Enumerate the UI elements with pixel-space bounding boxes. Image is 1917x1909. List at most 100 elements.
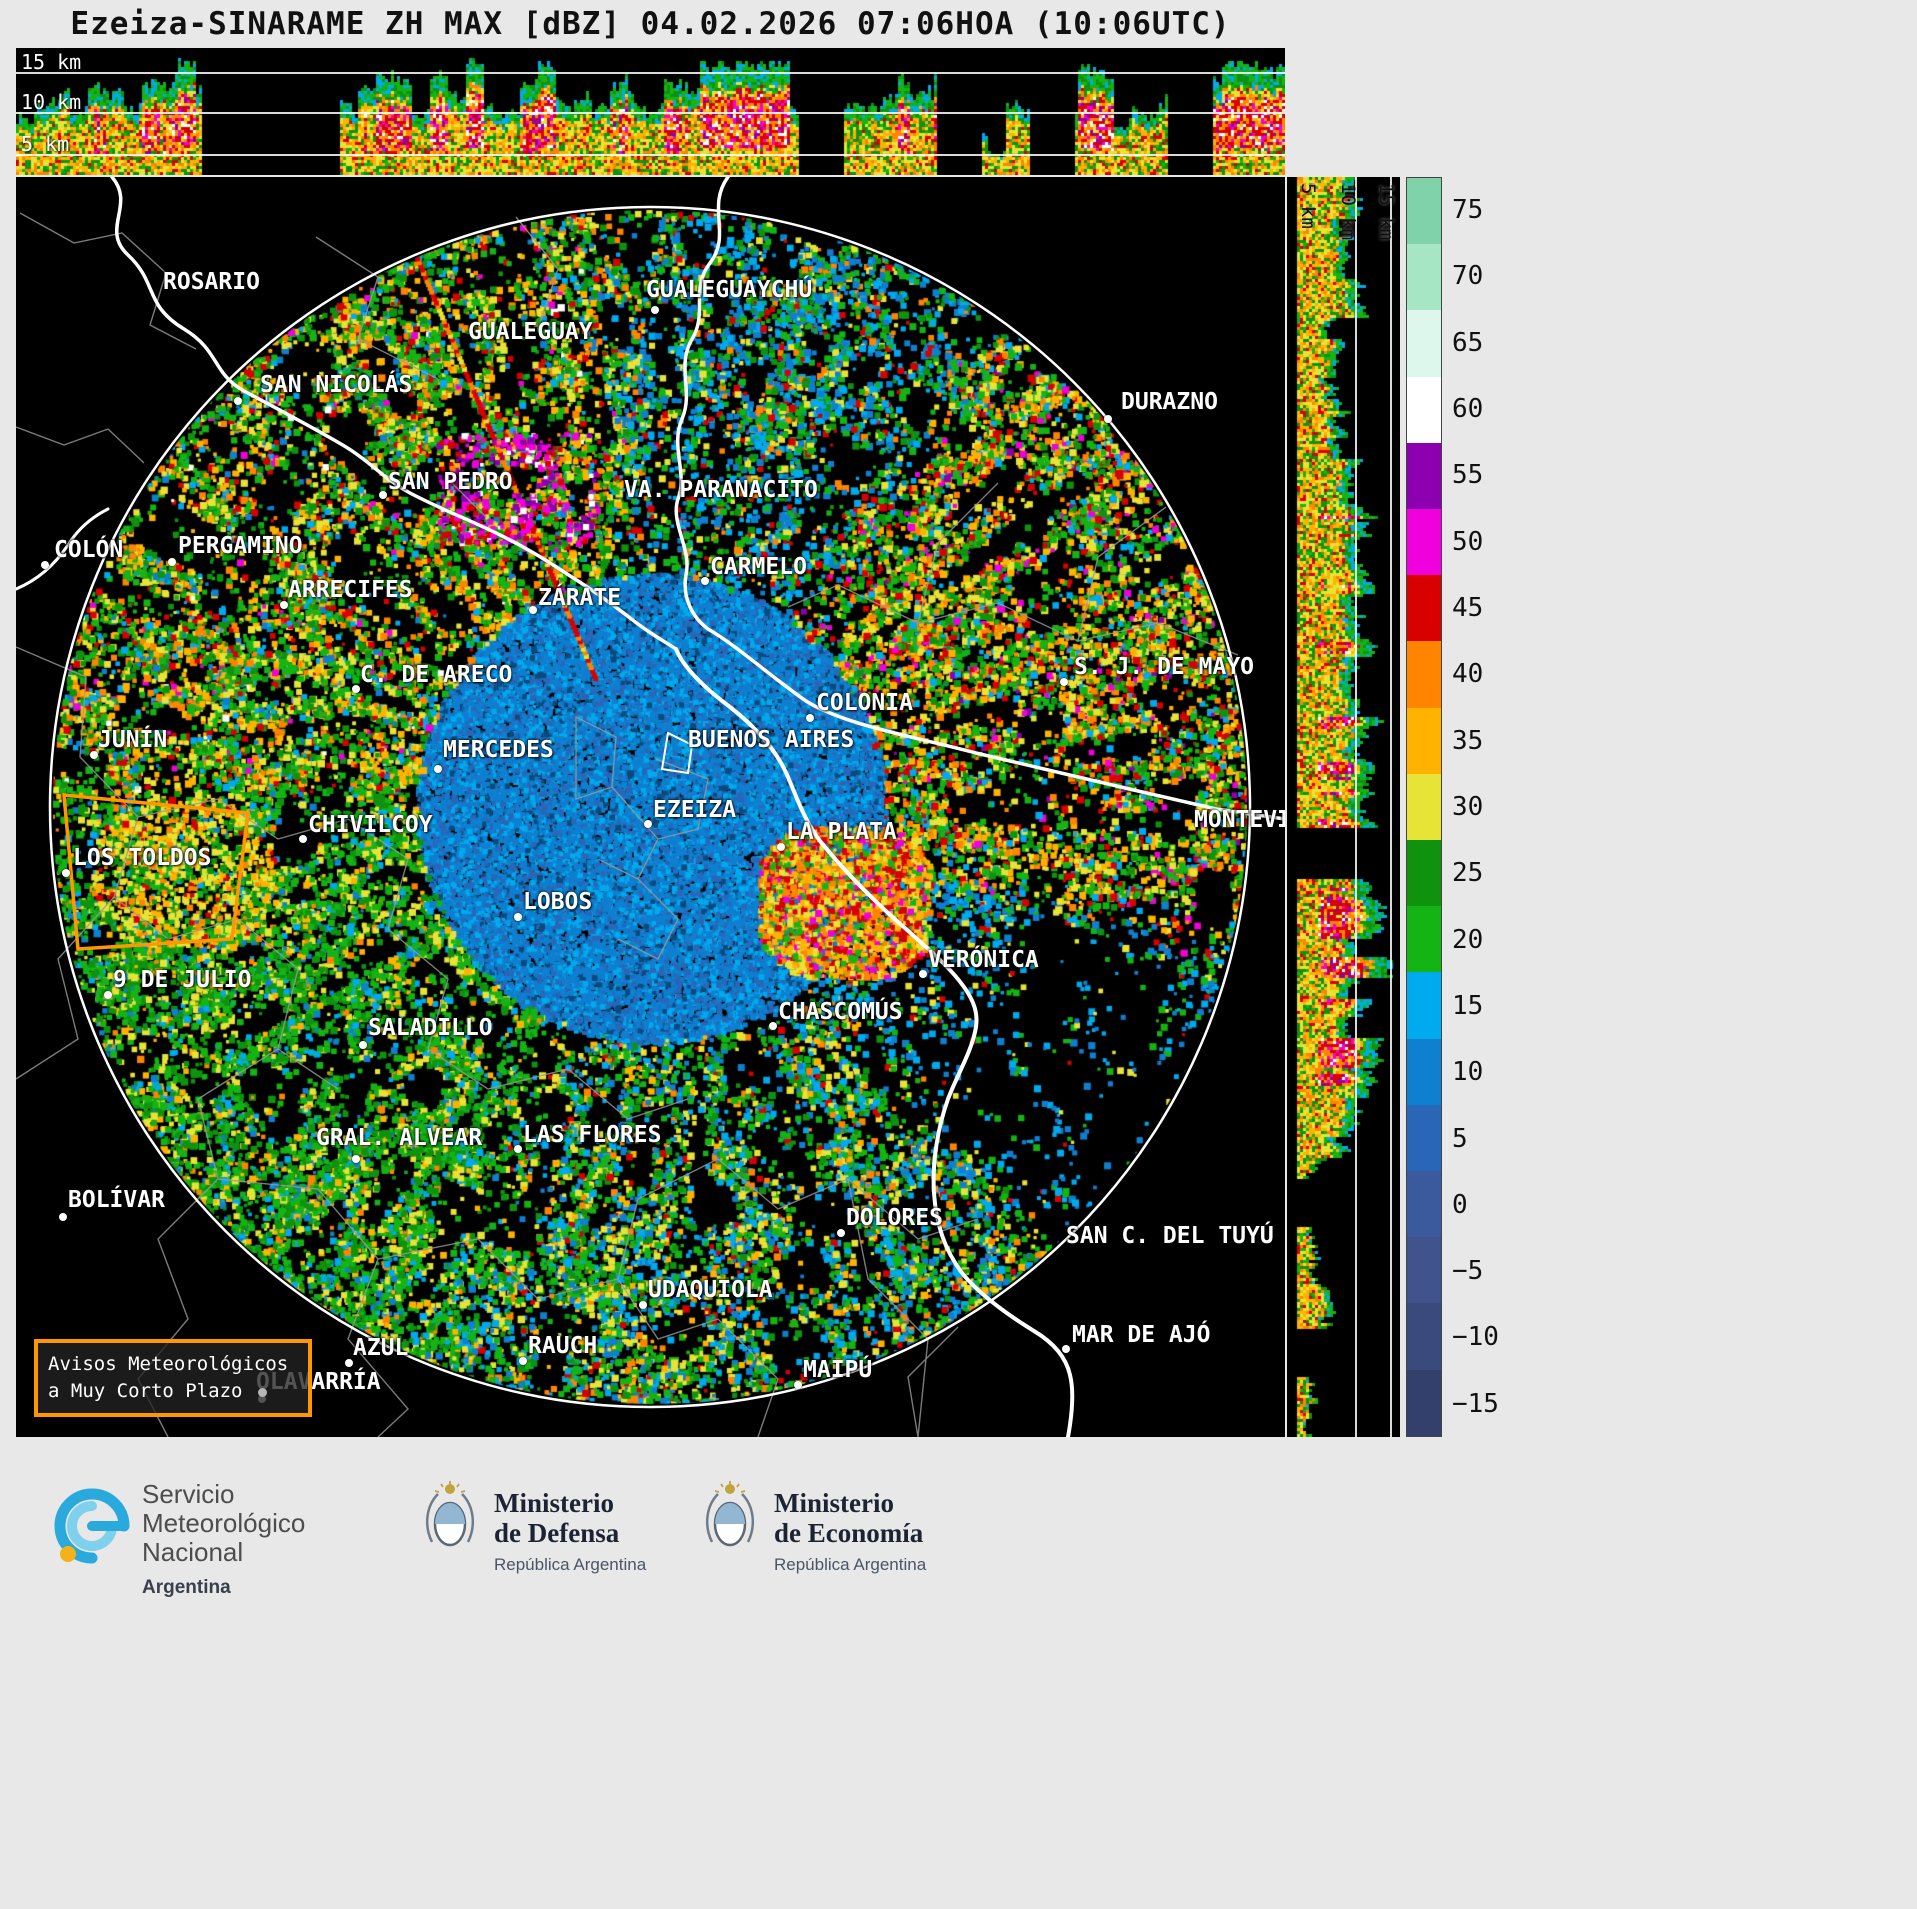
- city-dot: [104, 991, 112, 999]
- city-label: VA. PARANACITO: [624, 477, 818, 503]
- gridline-10km: [16, 112, 1285, 114]
- economia-name: Ministerio de Economía República Argenti…: [774, 1488, 926, 1575]
- colorbar-band: [1407, 509, 1441, 576]
- city-dot: [359, 1041, 367, 1049]
- colorbar-tick: 45: [1452, 593, 1484, 624]
- warning-legend-line1: Avisos Meteorológicos: [48, 1353, 289, 1375]
- city-dot: [519, 1357, 527, 1365]
- warning-polygon: [62, 793, 250, 951]
- colorbar-band: [1407, 310, 1441, 377]
- colorbar-tick: 25: [1452, 858, 1484, 889]
- colorbar-tick: 70: [1452, 261, 1484, 292]
- product-title: Ezeiza-SINARAME ZH MAX [dBZ] 04.02.2026 …: [70, 6, 1231, 42]
- colorbar-tick: 65: [1452, 327, 1484, 358]
- city-dot: [168, 558, 176, 566]
- city-label: LA PLATA: [786, 819, 897, 845]
- colorbar-tick: 50: [1452, 526, 1484, 557]
- economia-sub: República Argentina: [774, 1555, 927, 1574]
- city-label: ZÁRATE: [538, 585, 622, 611]
- colorbar-band: [1407, 1104, 1441, 1172]
- height-label-10km-v: 10 km: [1337, 183, 1359, 241]
- city-label: BOLÍVAR: [68, 1187, 165, 1213]
- city-label: MAR DE AJÓ: [1072, 1322, 1211, 1348]
- city-label: ARRECIFES: [288, 577, 413, 603]
- city-dot: [352, 685, 360, 693]
- radar-map: ROSARIO GUALEGUAYCHÚ GUALEGUAY SAN NICOLÁS D…: [16, 177, 1285, 1437]
- city-dot: [1062, 1345, 1070, 1353]
- city-label: LOS TOLDOS: [73, 845, 212, 871]
- colorbar-tick: 30: [1452, 791, 1484, 822]
- colorbar-band: [1407, 1171, 1441, 1238]
- height-label-15km-v: 15 km: [1375, 183, 1397, 241]
- colorbar-band: [1407, 244, 1441, 311]
- city-dot: [352, 1155, 360, 1163]
- city-label: SAN PEDRO: [388, 469, 513, 495]
- city-label: LAS FLORES: [523, 1122, 662, 1148]
- colorbar-band: [1407, 442, 1441, 510]
- map-overlay: [16, 177, 1285, 1437]
- cross-section-right-canvas: [1287, 177, 1400, 1437]
- city-label: 9 DE JULIO: [113, 967, 252, 993]
- city-dot: [837, 1229, 845, 1237]
- legend-dot: [258, 1388, 268, 1397]
- range-ring: [48, 205, 1252, 1409]
- city-label: UDAQUIOLA: [648, 1277, 773, 1303]
- smn-line1: Servicio: [142, 1479, 235, 1509]
- colorbar-tick: −5: [1452, 1256, 1484, 1287]
- city-label: SALADILLO: [368, 1015, 493, 1041]
- gridline-15km: [16, 72, 1285, 74]
- city-label: ROSARIO: [163, 269, 260, 295]
- city-dot: [514, 913, 522, 921]
- gridline-15km-v: [1390, 177, 1392, 1437]
- city-dot: [529, 606, 537, 614]
- city-dot: [919, 970, 927, 978]
- city-label: MERCEDES: [443, 737, 554, 763]
- colorbar-ticks: 75 70 65 60 55 50 45 40 35 30 25 20 15 10 5 0 −5 −10 −15: [1452, 177, 1499, 1437]
- city-dot: [1060, 678, 1068, 686]
- colorbar-tick: 15: [1452, 990, 1484, 1021]
- cross-section-top: 15 km 10 km 5 km: [16, 48, 1285, 175]
- city-dot: [701, 577, 709, 585]
- defensa-name: Ministerio de Defensa República Argentin…: [494, 1488, 646, 1575]
- city-label: EZEIZA: [653, 797, 737, 823]
- coast-south-shore: [674, 647, 1075, 1437]
- colorbar-band: [1407, 1237, 1441, 1304]
- city-dot: [299, 835, 307, 843]
- defensa-sub: República Argentina: [494, 1555, 647, 1574]
- smn-country: Argentina: [142, 1577, 231, 1598]
- city-label: MONTEVIDEO: [1194, 807, 1285, 833]
- city-dot: [62, 869, 70, 877]
- smn-line2: Meteorológico: [142, 1508, 306, 1538]
- colorbar-tick: 35: [1452, 725, 1484, 756]
- city-dot: [651, 306, 659, 314]
- city-dot: [345, 1359, 353, 1367]
- colorbar-band: [1407, 707, 1441, 774]
- caba-outline: [660, 731, 694, 775]
- city-label: MAIPÚ: [803, 1357, 873, 1383]
- colorbar-band: [1407, 906, 1441, 973]
- city-dot: [234, 397, 242, 405]
- colorbar-tick: 20: [1452, 924, 1484, 955]
- city-label: PERGAMINO: [178, 533, 303, 559]
- colorbar-tick: −15: [1452, 1388, 1499, 1419]
- colorbar-band: [1407, 575, 1441, 642]
- city-label: COLONIA: [816, 690, 913, 716]
- smn-logo-icon: [54, 1488, 130, 1564]
- colorbar-tick: 55: [1452, 460, 1484, 491]
- city-label: LOBOS: [523, 889, 593, 915]
- height-label-5km-v: 5 km: [1297, 183, 1319, 229]
- footer: Servicio Meteorológico Nacional Argentin…: [0, 1440, 1917, 1909]
- city-label: BUENOS AIRES: [688, 727, 855, 753]
- city-dot: [769, 1022, 777, 1030]
- colorbar-band: [1407, 178, 1441, 245]
- colorbar-tick: 40: [1452, 659, 1484, 690]
- city-label: SAN C. DEL TUYÚ: [1066, 1223, 1274, 1249]
- cross-section-right: 5 km 10 km 15 km: [1287, 177, 1400, 1437]
- radar-echo-canvas: [16, 177, 1285, 1437]
- city-dot: [41, 561, 49, 569]
- height-label-5km: 5 km: [21, 132, 70, 156]
- city-dot: [280, 601, 288, 609]
- city-label: COLÓN: [54, 537, 124, 563]
- city-label: CARMELO: [710, 554, 807, 580]
